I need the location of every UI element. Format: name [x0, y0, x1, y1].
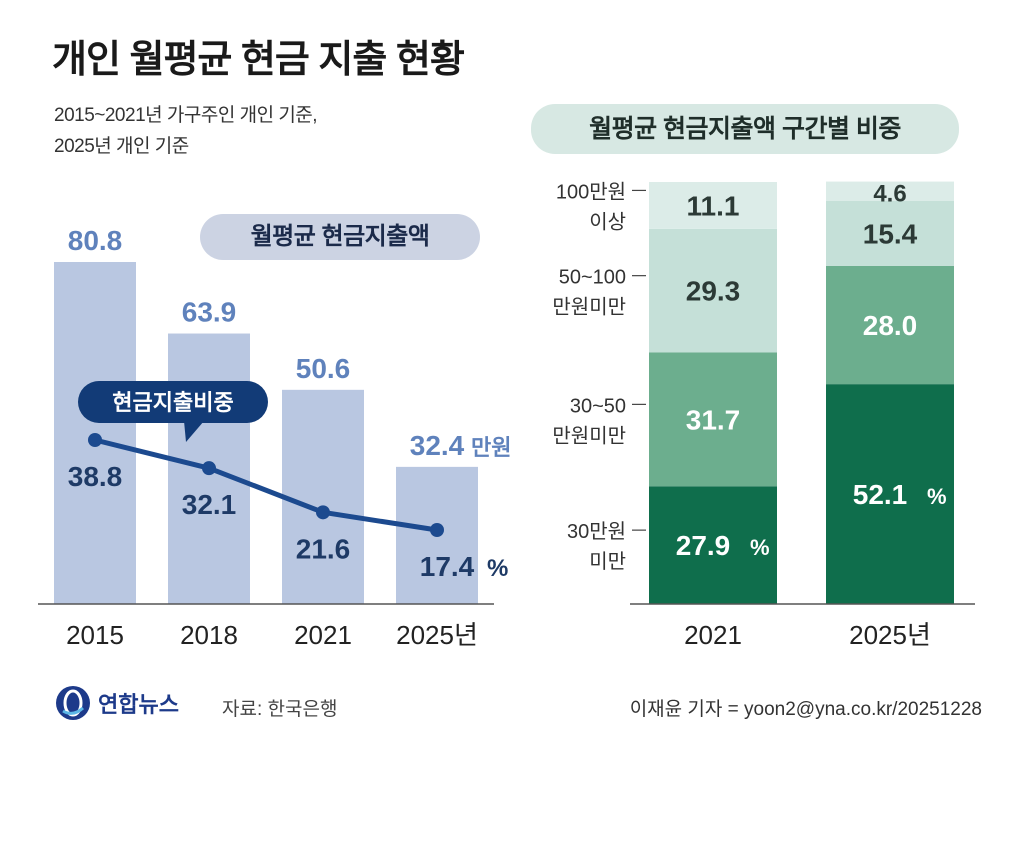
- right-chart-title: 월평균 현금지출액 구간별 비중: [531, 104, 959, 154]
- share-point: [88, 433, 102, 447]
- share-point: [202, 461, 216, 476]
- bar-value-label: 80.8: [68, 225, 123, 256]
- stack-unit-label: %: [750, 535, 770, 560]
- share-value-label: 17.4: [420, 551, 475, 582]
- stack-value-label: 11.1: [687, 190, 740, 221]
- segment-label: 만원미만: [552, 424, 626, 447]
- subtitle-line-2: 2025년 개인 기준: [54, 136, 189, 157]
- x-tick-label: 2025년: [396, 620, 478, 650]
- stack-value-label: 31.7: [686, 404, 741, 435]
- share-callout-bg: [78, 381, 268, 423]
- share-point: [316, 505, 330, 520]
- yonhap-logo: 연합뉴스: [54, 684, 179, 722]
- stack-segment-2021: [649, 352, 777, 487]
- share-callout-label: 현금지출비중: [112, 390, 233, 415]
- stack-segment-2025년: [826, 384, 954, 604]
- x-tick-label: 2021: [684, 620, 742, 650]
- credit-text: 이재윤 기자 = yoon2@yna.co.kr/20251228: [629, 699, 982, 720]
- segment-label: 100만원: [556, 180, 626, 203]
- yonhap-logo-text: 연합뉴스: [98, 692, 179, 717]
- stack-value-label: 27.9: [676, 530, 731, 561]
- page-title: 개인 월평균 현금 지출 현황: [52, 39, 465, 81]
- bar-2021: [282, 389, 364, 604]
- stack-segment-2025년: [826, 265, 954, 385]
- segment-label: 미만: [589, 550, 626, 573]
- segment-label: 30만원: [567, 520, 626, 543]
- left-chart-title: 월평균 현금지출액: [200, 214, 480, 260]
- share-value-label: 21.6: [296, 533, 351, 564]
- stack-value-label: 29.3: [686, 276, 741, 307]
- subtitle-line-1: 2015~2021년 가구주인 개인 기준,: [54, 105, 318, 126]
- stack-value-label: 15.4: [863, 218, 918, 249]
- share-value-label: 32.1: [182, 489, 237, 520]
- x-tick-label: 2021: [294, 620, 352, 650]
- segment-label: 만원미만: [552, 296, 626, 319]
- segment-label: 50~100: [559, 267, 626, 289]
- stack-unit-label: %: [927, 484, 947, 509]
- stack-segment-2021: [649, 228, 777, 353]
- source-text: 자료: 한국은행: [222, 699, 338, 720]
- x-tick-label: 2018: [180, 620, 238, 650]
- x-tick-label: 2025년: [849, 620, 931, 650]
- bar-value-label: 63.9: [182, 297, 237, 328]
- segment-label: 30~50: [570, 395, 626, 417]
- stack-segment-2021: [649, 182, 777, 229]
- share-line: [94, 437, 438, 533]
- stack-value-label: 52.1: [853, 479, 908, 510]
- share-unit-label: %: [487, 555, 508, 582]
- share-point: [430, 523, 444, 537]
- share-callout-pointer: [184, 421, 204, 442]
- stack-segment-2025년: [826, 200, 954, 266]
- stack-segment-2021: [649, 486, 777, 604]
- share-value-label: 38.8: [68, 461, 123, 492]
- stack-value-label: 4.6: [873, 180, 906, 207]
- segment-label: 이상: [589, 210, 626, 233]
- bar-value-label: 50.6: [296, 353, 351, 384]
- bar-value-label: 32.4: [410, 430, 465, 461]
- x-tick-label: 2015: [66, 620, 124, 650]
- yonhap-logo-icon: [56, 686, 90, 720]
- bar-unit-label: 만원: [471, 435, 511, 460]
- stack-value-label: 28.0: [863, 310, 918, 341]
- stack-segment-2025년: [826, 181, 954, 201]
